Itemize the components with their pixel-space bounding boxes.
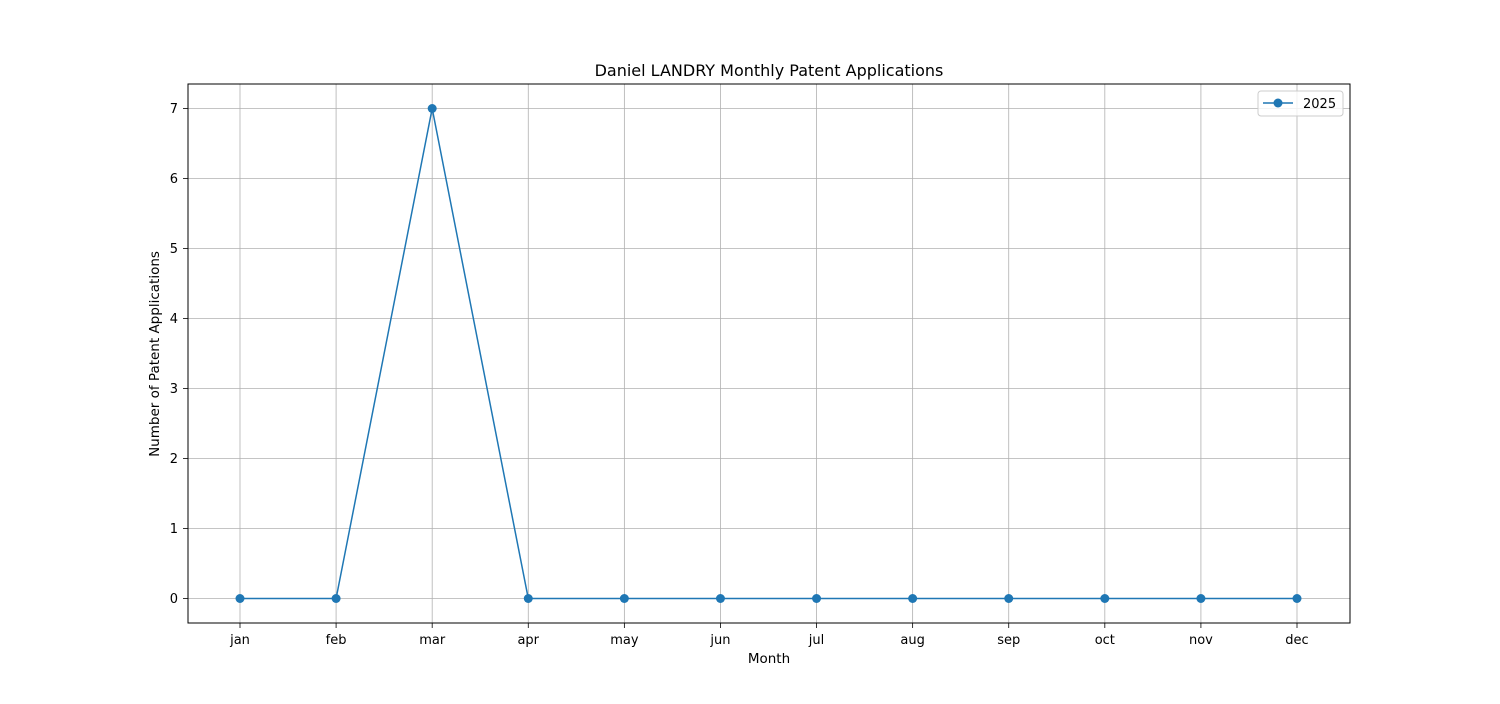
x-tick-label: jan bbox=[229, 633, 250, 648]
x-tick-label: oct bbox=[1095, 633, 1115, 648]
chart-title: Daniel LANDRY Monthly Patent Application… bbox=[595, 61, 944, 80]
plot-frame bbox=[188, 84, 1350, 623]
legend-marker-icon bbox=[1274, 99, 1283, 108]
data-point bbox=[620, 594, 629, 603]
y-tick-label: 3 bbox=[170, 382, 178, 397]
x-tick-label: dec bbox=[1285, 633, 1308, 648]
x-tick-label: aug bbox=[900, 633, 924, 648]
data-point bbox=[716, 594, 725, 603]
legend: 2025 bbox=[1258, 91, 1343, 116]
data-point bbox=[428, 104, 437, 113]
x-axis-title: Month bbox=[748, 651, 790, 667]
data-point bbox=[236, 594, 245, 603]
series-line bbox=[240, 109, 1297, 599]
data-point bbox=[908, 594, 917, 603]
data-point bbox=[524, 594, 533, 603]
data-point bbox=[332, 594, 341, 603]
x-tick-label: jul bbox=[808, 633, 824, 648]
x-tick-label: sep bbox=[997, 633, 1020, 648]
y-tick-label: 4 bbox=[170, 312, 178, 327]
data-point bbox=[812, 594, 821, 603]
y-axis-title: Number of Patent Applications bbox=[147, 251, 163, 457]
data-point bbox=[1100, 594, 1109, 603]
legend-label: 2025 bbox=[1303, 97, 1336, 112]
y-tick-label: 2 bbox=[170, 452, 178, 467]
axis-ticks: jan feb mar apr may jun jul aug sep oct nov dec 0 1 2 3… bbox=[170, 102, 1309, 648]
y-tick-label: 6 bbox=[170, 172, 178, 187]
y-tick-label: 1 bbox=[170, 522, 178, 537]
x-tick-label: jun bbox=[709, 633, 730, 648]
x-tick-label: nov bbox=[1189, 633, 1213, 648]
data-point bbox=[1293, 594, 1302, 603]
x-tick-label: may bbox=[610, 633, 639, 648]
grid-lines bbox=[188, 84, 1350, 623]
y-tick-label: 5 bbox=[170, 242, 178, 257]
x-tick-label: feb bbox=[326, 633, 347, 648]
y-tick-label: 0 bbox=[170, 592, 178, 607]
data-point bbox=[1196, 594, 1205, 603]
y-tick-label: 7 bbox=[170, 102, 178, 117]
x-tick-label: mar bbox=[419, 633, 446, 648]
data-point bbox=[1004, 594, 1013, 603]
x-tick-label: apr bbox=[517, 633, 539, 648]
